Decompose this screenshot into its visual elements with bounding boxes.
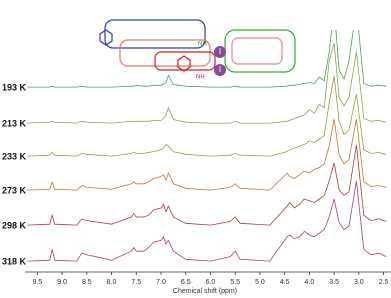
x-tick-label: 6.5 [181,279,191,286]
x-tick-label: 7.0 [156,279,166,286]
spectrum [27,144,387,226]
x-tick-label: 4.0 [305,279,315,286]
structure: I I NH NH [99,19,296,81]
x-axis-label: Chemical shift (ppm) [173,288,237,295]
x-tick-label: 3.5 [329,279,339,286]
series-label: 298 K [2,220,27,230]
series-label: 193 K [2,82,27,92]
annotation: I [219,47,221,56]
x-tick-label: 9.5 [32,279,42,286]
x-tick-label: 4.5 [280,279,290,286]
series-label: 213 K [2,118,27,128]
spectrum [27,30,387,88]
annotation: I [219,65,221,74]
x-tick-label: 5.5 [230,279,240,286]
x-tick-label: 8.0 [107,279,117,286]
x-tick-label: 8.5 [82,279,92,286]
series-label: 273 K [2,185,27,195]
x-tick-label: 2.5 [379,279,389,286]
annotation: NH [196,75,205,81]
x-tick-label: 5.0 [255,279,265,286]
x-tick-label: 3.0 [354,279,364,286]
x-tick-label: 9.0 [57,279,67,286]
x-tick-label: 6.0 [206,279,216,286]
traces [27,30,387,262]
series-label: 318 K [2,256,27,266]
series-label: 233 K [2,151,27,161]
annotation: NH [198,42,207,48]
spectrum [27,75,387,157]
spectrum [27,118,387,191]
spectrum [27,42,387,124]
x-tick-label: 7.5 [131,279,141,286]
spectrum [27,180,387,262]
